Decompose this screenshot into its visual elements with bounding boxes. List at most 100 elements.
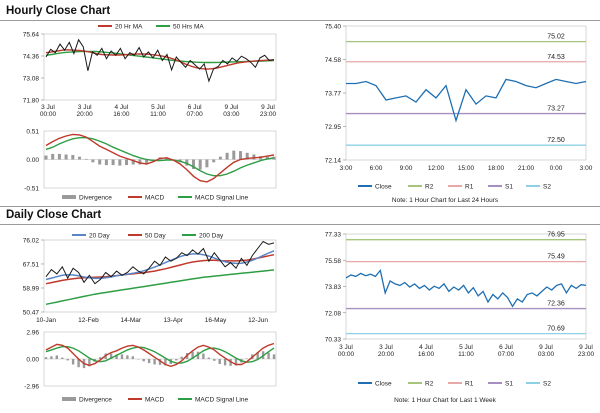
daily-macd-divergence-bar <box>66 359 69 361</box>
hourly-levels-ytick-label: 72.95 <box>325 124 342 131</box>
daily-macd-divergence-bar <box>120 354 124 359</box>
daily-levels-xtick-label: 6 Jul 07:00 <box>498 344 515 358</box>
daily-macd-macd-line <box>45 342 275 368</box>
hourly-levels-legend-label: R1 <box>465 184 474 191</box>
hourly-levels-level-label: 75.02 <box>547 34 565 41</box>
hourly-price-ytick-label: 73.08 <box>23 76 40 83</box>
hourly-macd-divergence-bar <box>205 159 209 168</box>
hourly-macd-macd-line <box>45 133 275 183</box>
daily-levels-level-label: 72.36 <box>547 301 565 308</box>
hourly-levels-ytick-label: 73.77 <box>325 91 342 98</box>
hourly-levels-xtick-label: 21:00 <box>518 165 535 172</box>
daily-divider <box>0 224 600 225</box>
hourly-macd-divergence-bar <box>118 159 122 166</box>
hourly-macd-divergence-bar <box>252 154 256 160</box>
daily-macd-divergence-bar <box>158 359 162 365</box>
daily-macd-divergence-bar <box>71 359 75 365</box>
daily-macd-divergence-bar <box>153 359 156 365</box>
daily-levels-legend-label: Close <box>375 381 392 388</box>
hourly-levels-close-line <box>346 78 587 123</box>
hourly-price-legend-label: 20 Hr MA <box>115 24 143 31</box>
hourly-macd-ytick-label: -0.51 <box>24 186 39 193</box>
daily-macd-divergence-bar <box>256 352 259 359</box>
daily-macd-divergence-bar <box>126 355 129 359</box>
daily-levels-level-label: 75.49 <box>547 254 565 261</box>
hourly-price-ytick-label: 74.36 <box>23 54 40 61</box>
daily-ma50-line <box>45 253 275 285</box>
daily-macd-signal-line <box>45 346 275 364</box>
hourly-macd-divergence-bar <box>84 158 88 160</box>
daily-macd-divergence-bar <box>88 359 91 367</box>
hourly-levels-level-label: 72.50 <box>547 137 565 144</box>
hourly-price-xtick-label: 3 Jul 20:00 <box>77 104 94 118</box>
hourly-macd-divergence-bar <box>131 159 135 165</box>
daily-macd-divergence-bar <box>267 352 270 359</box>
daily-macd-divergence-bar <box>213 359 216 361</box>
hourly-macd-divergence-bar <box>225 152 229 160</box>
daily-levels-legend-label: S1 <box>505 381 513 388</box>
daily-macd-divergence-bar <box>175 359 178 361</box>
daily-macd-divergence-bar <box>207 357 210 359</box>
daily-macd-divergence-bar <box>99 357 102 359</box>
daily-price-xtick-label: 12-Feb <box>78 317 99 324</box>
daily-levels-level-label: 70.69 <box>547 326 565 333</box>
hourly-levels-ytick-label: 74.58 <box>325 57 342 64</box>
daily-price-xtick-label: 14-Mar <box>121 317 142 324</box>
hourly-levels-xtick-label: 9:00 <box>400 165 413 172</box>
daily-macd-ytick-label: 0.00 <box>26 357 39 364</box>
daily-price-ytick-label: 67.51 <box>23 261 40 268</box>
hourly-levels-xtick-label: 3:00 <box>340 165 353 172</box>
daily-macd-divergence-bar <box>202 353 205 359</box>
hourly-levels-level-label: 74.53 <box>547 54 565 61</box>
hourly-levels-xtick-label: 0:00 <box>550 165 563 172</box>
daily-macd-legend-label: MACD Signal Line <box>195 397 248 404</box>
daily-levels-chart: 77.33 75.58 73.83 72.08 70.33 76.95 75.49 72.36… <box>325 232 595 388</box>
hourly-price-xtick-label: 4 Jul 16:00 <box>113 104 130 118</box>
daily-macd-divergence-bar <box>272 354 276 359</box>
hourly-levels-xtick-label: 18:00 <box>488 165 505 172</box>
hourly-macd-divergence-bar <box>218 156 222 160</box>
hourly-macd-chart: 0.51 0.00 -0.51 Divergence MACD MACD Signal L… <box>24 129 277 202</box>
hourly-levels-xtick-label: 12:00 <box>428 165 445 172</box>
hourly-macd-divergence-bar <box>64 154 68 160</box>
hourly-macd-divergence-bar <box>245 152 249 160</box>
hourly-macd-divergence-bar <box>71 155 75 160</box>
daily-close-line <box>45 240 275 285</box>
hourly-price-chart: 75.64 74.36 73.08 71.803 Jul 00:00 3 Jul 20:00… <box>23 24 277 119</box>
daily-levels-xtick-label: 9 Jul 03:00 <box>538 344 555 358</box>
hourly-price-legend-label: 50 Hrs MA <box>173 24 204 31</box>
hourly-macd-divergence-bar <box>145 159 149 164</box>
daily-macd-divergence-bar <box>115 354 118 359</box>
hourly-divider <box>0 20 600 21</box>
daily-levels-xtick-label: 9 Jul 23:00 <box>578 344 595 358</box>
daily-levels-xtick-label: 4 Jul 16:00 <box>418 344 435 358</box>
daily-ma200-line <box>45 269 275 306</box>
hourly-macd-divergence-bar <box>104 159 108 166</box>
hourly-macd-legend-label: MACD <box>145 195 164 202</box>
daily-levels-xtick-label: 5 Jul 11:00 <box>458 344 474 358</box>
middle-divider <box>0 206 600 207</box>
daily-price-plot-frame <box>43 239 277 313</box>
daily-price-ytick-label: 58.99 <box>23 285 40 292</box>
hourly-ma50-line <box>45 50 275 64</box>
daily-levels-ytick-label: 77.33 <box>325 232 342 239</box>
hourly-price-ytick-label: 71.80 <box>23 98 40 105</box>
hourly-macd-divergence-bar <box>198 159 202 170</box>
daily-price-xtick-label: 16-May <box>205 317 227 324</box>
hourly-macd-ytick-label: 0.00 <box>26 157 39 164</box>
hourly-price-xtick-label: 3 Jul 00:00 <box>40 104 57 118</box>
daily-levels-xtick-label: 3 Jul 20:00 <box>378 344 395 358</box>
daily-macd-divergence-bar <box>223 359 227 366</box>
daily-macd-divergence-bar <box>109 353 113 359</box>
daily-levels-xtick-label: 3 Jul 00:00 <box>338 344 355 358</box>
daily-macd-divergence-bar <box>55 355 58 359</box>
hourly-levels-ytick-label: 72.14 <box>325 158 342 165</box>
daily-macd-divergence-bar <box>131 356 134 359</box>
daily-macd-divergence-bar <box>77 359 80 368</box>
hourly-macd-divergence-bar <box>138 159 142 165</box>
hourly-levels-xtick-label: 6:00 <box>370 165 383 172</box>
daily-macd-legend-swatch <box>62 397 76 401</box>
daily-levels-legend-label: S2 <box>543 381 551 388</box>
